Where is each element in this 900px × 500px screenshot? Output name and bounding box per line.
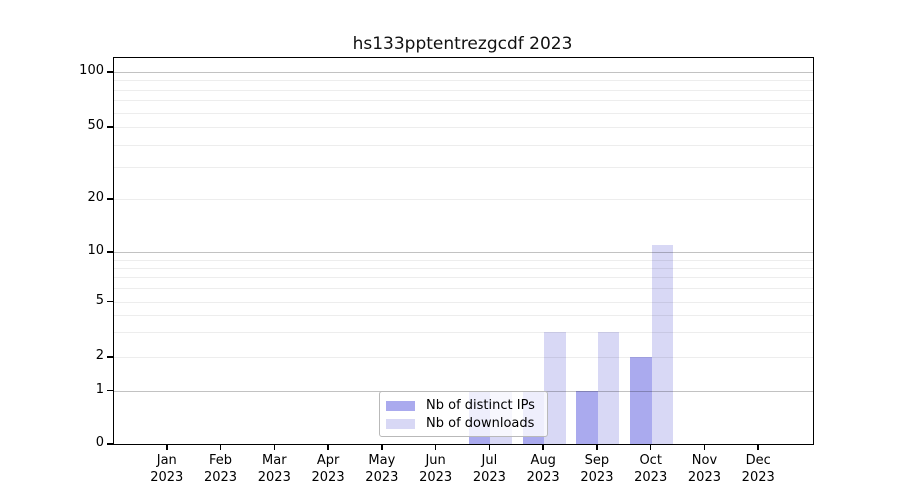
y-tick-1 xyxy=(107,389,113,391)
x-tick-may xyxy=(381,444,383,450)
bar-downloads-sep xyxy=(597,332,620,444)
x-tick-oct xyxy=(649,444,652,450)
y-tick-20 xyxy=(107,198,113,200)
gridline-minor-3 xyxy=(114,332,813,334)
bar-distinct-ips-sep xyxy=(576,390,598,444)
legend: Nb of distinct IPs Nb of downloads xyxy=(379,391,548,437)
gridline-minor-40 xyxy=(114,144,813,146)
gridline-minor-50 xyxy=(114,127,813,128)
gridline-minor-6 xyxy=(114,288,813,290)
legend-swatch-distinct-ips xyxy=(386,400,415,411)
gridline-minor-90 xyxy=(114,80,813,82)
x-tick-label-oct: Oct 2023 xyxy=(634,453,668,485)
y-tick-5 xyxy=(107,300,113,302)
plot-area: Nb of distinct IPs Nb of downloads xyxy=(113,57,814,445)
y-tick-label-100: 100 xyxy=(79,63,104,78)
gridline-minor-80 xyxy=(114,89,813,91)
bar-downloads-oct xyxy=(651,244,674,444)
legend-swatch-downloads xyxy=(386,418,415,429)
y-tick-2 xyxy=(107,356,113,358)
y-tick-0 xyxy=(107,443,113,445)
gridline-minor-5 xyxy=(114,301,813,303)
gridline-minor-30 xyxy=(114,167,813,169)
y-tick-10 xyxy=(107,251,113,253)
gridline-minor-9 xyxy=(114,259,813,261)
x-tick-label-nov: Nov 2023 xyxy=(687,453,721,485)
bar-downloads-aug xyxy=(544,332,566,444)
x-tick-label-dec: Dec 2023 xyxy=(741,453,775,485)
y-tick-label-10: 10 xyxy=(87,243,104,258)
x-tick-nov xyxy=(703,444,706,450)
y-tick-label-5: 5 xyxy=(95,292,104,308)
gridline-minor-70 xyxy=(114,100,813,102)
legend-label-distinct-ips: Nb of distinct IPs xyxy=(426,398,535,413)
x-tick-label-aug: Aug 2023 xyxy=(526,453,560,485)
gridline-minor-4 xyxy=(114,315,813,317)
legend-label-downloads: Nb of downloads xyxy=(426,416,535,431)
x-tick-mar xyxy=(273,444,276,450)
x-tick-feb xyxy=(219,444,222,450)
y-tick-label-50: 50 xyxy=(87,118,104,133)
x-tick-label-mar: Mar 2023 xyxy=(257,453,291,485)
gridline-minor-2 xyxy=(114,357,813,358)
x-tick-aug xyxy=(542,444,544,450)
bar-distinct-ips-oct xyxy=(630,357,652,444)
x-tick-sep xyxy=(596,444,598,450)
x-tick-label-feb: Feb 2023 xyxy=(203,453,238,485)
x-tick-dec xyxy=(757,444,759,450)
gridline-minor-20 xyxy=(114,199,813,200)
x-tick-jul xyxy=(488,444,491,450)
x-tick-label-jul: Jul 2023 xyxy=(472,453,506,485)
x-tick-label-may: May 2023 xyxy=(365,453,399,485)
y-tick-label-0: 0 xyxy=(95,435,104,450)
x-tick-label-sep: Sep 2023 xyxy=(580,453,614,485)
y-tick-label-20: 20 xyxy=(87,190,104,205)
chart-title: hs133pptentrezgcdf 2023 xyxy=(352,34,573,54)
gridline-major-100 xyxy=(114,72,813,73)
gridline-minor-7 xyxy=(114,277,813,279)
y-tick-label-2: 2 xyxy=(95,348,104,363)
x-tick-jun xyxy=(434,444,437,450)
x-tick-jan xyxy=(166,444,168,450)
x-tick-label-jun: Jun 2023 xyxy=(419,453,453,485)
x-tick-apr xyxy=(327,444,329,450)
legend-item-distinct-ips: Nb of distinct IPs xyxy=(386,398,541,413)
y-tick-100 xyxy=(107,71,113,73)
x-tick-label-jan: Jan 2023 xyxy=(150,453,184,485)
legend-item-downloads: Nb of downloads xyxy=(386,416,541,431)
gridline-minor-60 xyxy=(114,112,813,114)
x-tick-label-apr: Apr 2023 xyxy=(311,453,345,485)
gridline-minor-8 xyxy=(114,267,813,269)
gridline-major-10 xyxy=(114,252,813,253)
y-tick-50 xyxy=(107,126,113,128)
y-tick-label-1: 1 xyxy=(95,381,104,397)
